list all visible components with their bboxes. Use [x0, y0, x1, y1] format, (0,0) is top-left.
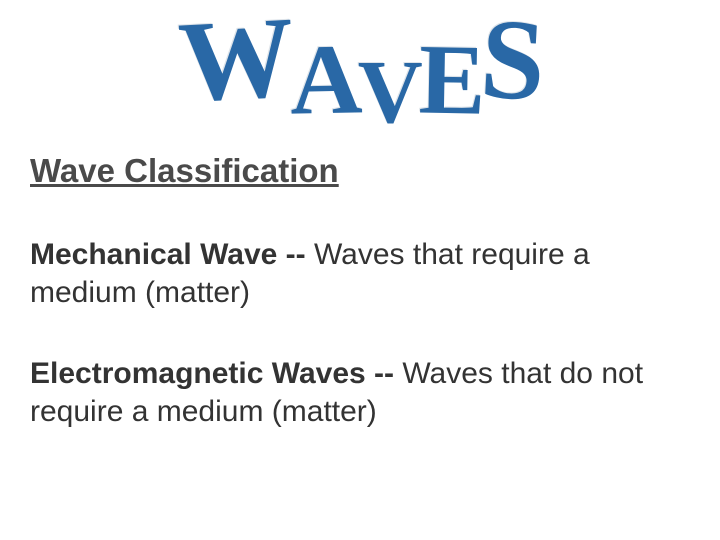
title-letter: E [418, 29, 482, 130]
section-heading: Wave Classification [30, 152, 690, 190]
title-letter: V [358, 48, 419, 138]
definition-term: Mechanical Wave [30, 238, 277, 271]
definition-separator: -- [366, 357, 403, 390]
title-letter: W [176, 0, 293, 120]
slide-title-wordart: WAVES [0, 2, 720, 117]
title-letter: S [479, 1, 545, 119]
definition-item: Mechanical Wave -- Waves that require a … [30, 236, 690, 311]
slide-body: Wave Classification Mechanical Wave -- W… [30, 152, 690, 474]
definition-separator: -- [277, 238, 314, 271]
title-letter: A [289, 29, 359, 130]
definition-item: Electromagnetic Waves -- Waves that do n… [30, 355, 690, 430]
definition-term: Electromagnetic Waves [30, 357, 366, 390]
